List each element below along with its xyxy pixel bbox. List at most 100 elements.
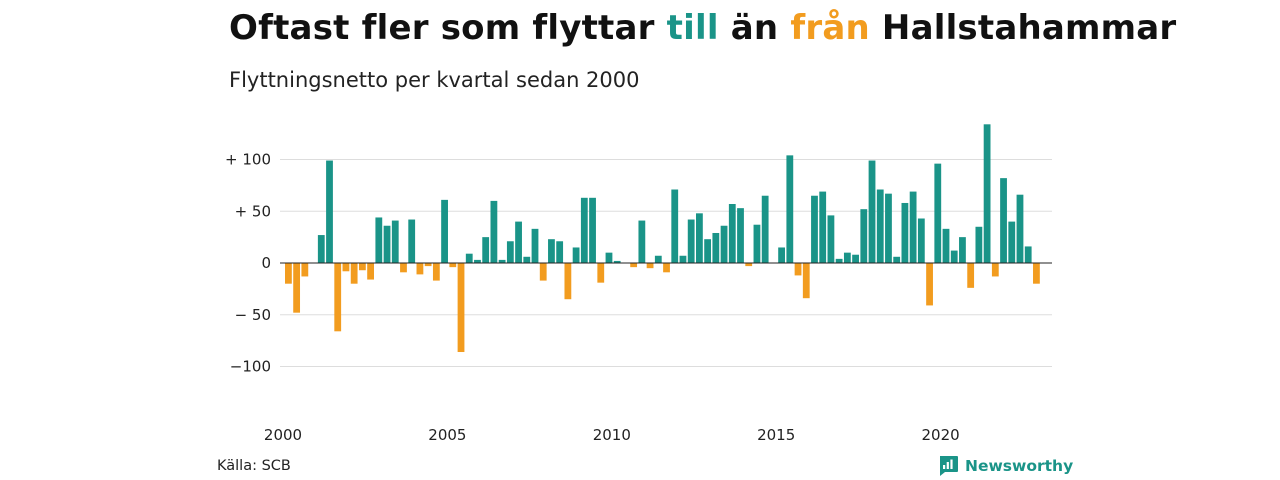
chart-subtitle: Flyttningsnetto per kvartal sedan 2000 <box>229 68 640 92</box>
bar-2016-q3 <box>827 215 835 263</box>
bar-2012-q2 <box>687 219 695 263</box>
bar-2001-q3 <box>334 263 342 332</box>
bar-2012-q1 <box>679 255 687 263</box>
bar-2004-q1 <box>416 263 424 275</box>
bar-2011-q3 <box>663 263 670 273</box>
bar-2010-q4 <box>638 220 646 263</box>
x-axis-tick-labels: 2000 2005 2010 2015 2020 <box>264 426 960 444</box>
bar-2022-q4 <box>1033 263 1040 284</box>
bar-2021-q4 <box>1000 178 1007 263</box>
y-tick-label: + 50 <box>235 202 271 220</box>
bar-2019-q2 <box>917 218 925 263</box>
bar-2017-q2 <box>852 254 859 263</box>
bar-2005-q2 <box>457 263 465 353</box>
x-tick-label: 2015 <box>757 426 795 444</box>
bar-2000-q2 <box>293 263 301 313</box>
bar-2020-q3 <box>959 237 966 263</box>
bar-2011-q2 <box>654 255 662 263</box>
x-tick-label: 2010 <box>593 426 631 444</box>
y-tick-label: + 100 <box>225 151 271 169</box>
bar-2005-q4 <box>474 259 481 263</box>
bar-2013-q3 <box>728 204 736 263</box>
title-part-3: Hallstahammar <box>881 8 1177 48</box>
bar-2008-q4 <box>572 247 580 263</box>
bar-2013-q1 <box>712 232 720 263</box>
bar-2016-q1 <box>811 195 818 263</box>
bar-2021-q1 <box>975 226 983 263</box>
brand-name: Newsworthy <box>965 456 1074 475</box>
bar-2015-q4 <box>802 263 810 299</box>
bar-2017-q3 <box>860 209 868 263</box>
bar-2007-q3 <box>531 228 539 263</box>
bar-2017-q4 <box>868 160 876 263</box>
title-word-fran: från <box>790 8 870 48</box>
bar-2011-q4 <box>671 189 679 263</box>
x-tick-label: 2020 <box>922 426 960 444</box>
bar-2002-q1 <box>350 263 358 284</box>
bar-2001-q2 <box>326 160 333 263</box>
bar-2001-q4 <box>342 263 350 272</box>
bar-2015-q3 <box>794 263 802 276</box>
bar-2009-q3 <box>597 263 605 283</box>
title-part-2: än <box>730 8 779 48</box>
bar-2006-q4 <box>506 241 514 263</box>
bar-2009-q2 <box>589 197 596 263</box>
bar-2015-q1 <box>778 247 785 263</box>
bar-2018-q1 <box>876 189 884 263</box>
bar-2004-q2 <box>424 263 432 267</box>
bar-2003-q3 <box>400 263 407 273</box>
bar-2001-q1 <box>317 235 325 263</box>
bar-2006-q2 <box>490 200 498 263</box>
bar-2006-q1 <box>482 237 490 263</box>
y-tick-label: 0 <box>261 254 271 272</box>
bar-2008-q3 <box>564 263 572 300</box>
title-word-till: till <box>666 8 719 48</box>
bar-2021-q3 <box>991 263 999 277</box>
bar-2002-q4 <box>375 217 383 263</box>
bar-2010-q3 <box>630 263 638 268</box>
y-tick-label: − 50 <box>235 306 271 324</box>
bar-2022-q2 <box>1016 194 1024 263</box>
bar-2019-q4 <box>934 163 942 263</box>
bar-2018-q3 <box>893 256 901 263</box>
bar-2009-q4 <box>605 252 613 263</box>
bar-2003-q2 <box>391 220 399 263</box>
bar-2007-q1 <box>515 221 522 263</box>
bar-2019-q1 <box>909 191 917 263</box>
bar-2004-q4 <box>441 199 448 263</box>
bar-2011-q1 <box>646 263 654 269</box>
bar-2016-q4 <box>835 258 843 263</box>
source-note: Källa: SCB <box>217 458 291 474</box>
bar-2018-q4 <box>901 202 909 263</box>
newsworthy-logo[interactable]: Newsworthy <box>938 455 1073 476</box>
bar-2013-q2 <box>720 225 728 263</box>
bar-2021-q2 <box>983 124 991 263</box>
bar-2020-q4 <box>967 263 975 288</box>
bar-2005-q1 <box>449 263 457 268</box>
x-tick-label: 2005 <box>428 426 466 444</box>
bar-2019-q3 <box>926 263 933 306</box>
bar-2014-q3 <box>761 195 769 263</box>
bar-2012-q3 <box>696 213 703 263</box>
grid-lines <box>280 159 1052 367</box>
bar-2003-q1 <box>383 225 391 263</box>
bar-2017-q1 <box>843 252 851 263</box>
bar-2010-q1 <box>613 260 621 263</box>
bars <box>285 124 1040 353</box>
bar-2007-q2 <box>523 256 531 263</box>
bar-2018-q2 <box>885 193 892 263</box>
y-tick-label: −100 <box>230 358 271 376</box>
bar-2020-q2 <box>950 250 958 263</box>
bar-2013-q4 <box>737 208 744 263</box>
x-tick-label: 2000 <box>264 426 302 444</box>
bar-2015-q2 <box>786 155 794 263</box>
bar-2000-q1 <box>285 263 292 284</box>
bar-2008-q2 <box>556 241 564 263</box>
bar-2002-q2 <box>358 263 366 271</box>
bar-2020-q1 <box>942 228 950 263</box>
bar-2009-q1 <box>580 197 588 263</box>
bar-2022-q1 <box>1008 221 1016 263</box>
bar-2002-q3 <box>367 263 374 280</box>
title-part-1: Oftast fler som flyttar <box>229 8 655 48</box>
